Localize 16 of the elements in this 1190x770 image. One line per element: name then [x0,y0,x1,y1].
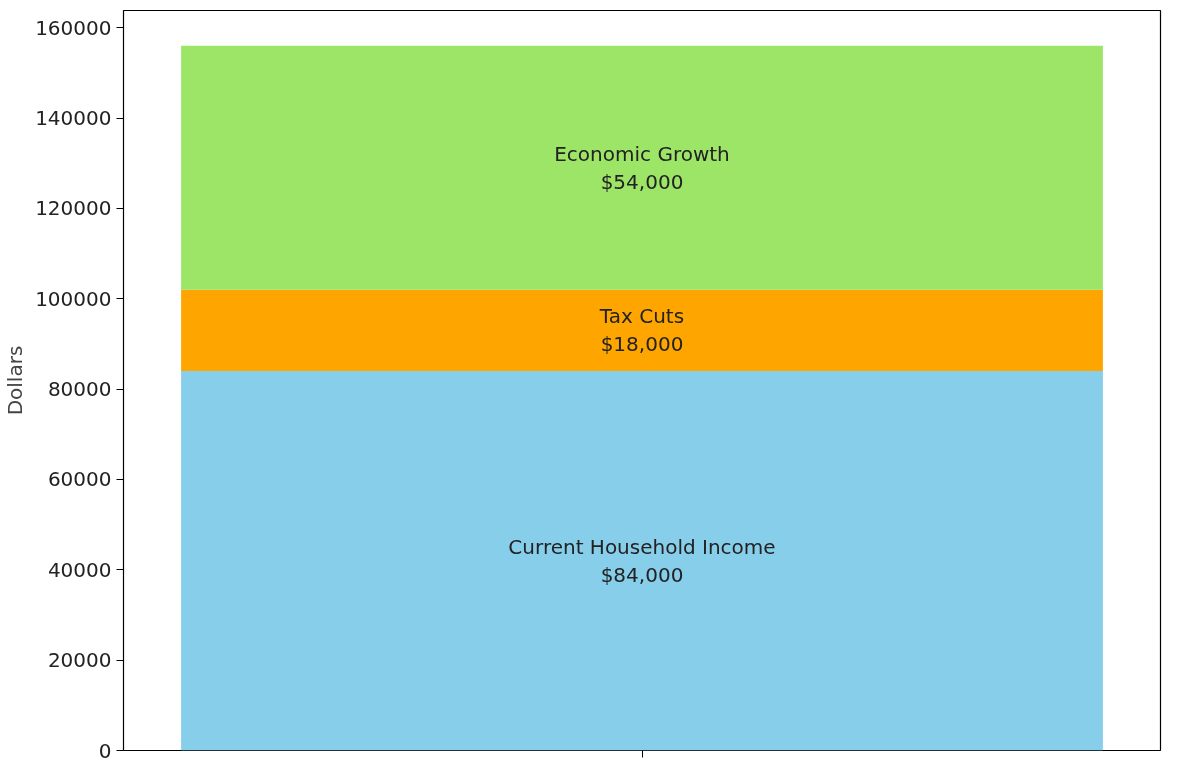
y-tick-label: 100000 [35,286,112,311]
y-tick-label: 140000 [35,106,112,131]
y-tick-label: 20000 [47,648,112,673]
series-label: Current Household Income [508,534,776,559]
y-tick-label: 60000 [47,467,112,492]
y-tick-label: 80000 [47,377,112,402]
series-label: Tax Cuts [598,304,685,329]
series-label: Economic Growth [554,141,730,166]
y-axis-title: Dollars [3,345,28,416]
data-label: $54,000 [600,169,684,194]
y-tick-label: 160000 [35,15,112,40]
y-tick-label: 120000 [35,196,112,221]
data-label: $84,000 [600,562,684,587]
data-label: $18,000 [600,332,684,357]
y-tick-label: 0 [98,738,112,763]
y-tick-label: 40000 [47,557,112,582]
